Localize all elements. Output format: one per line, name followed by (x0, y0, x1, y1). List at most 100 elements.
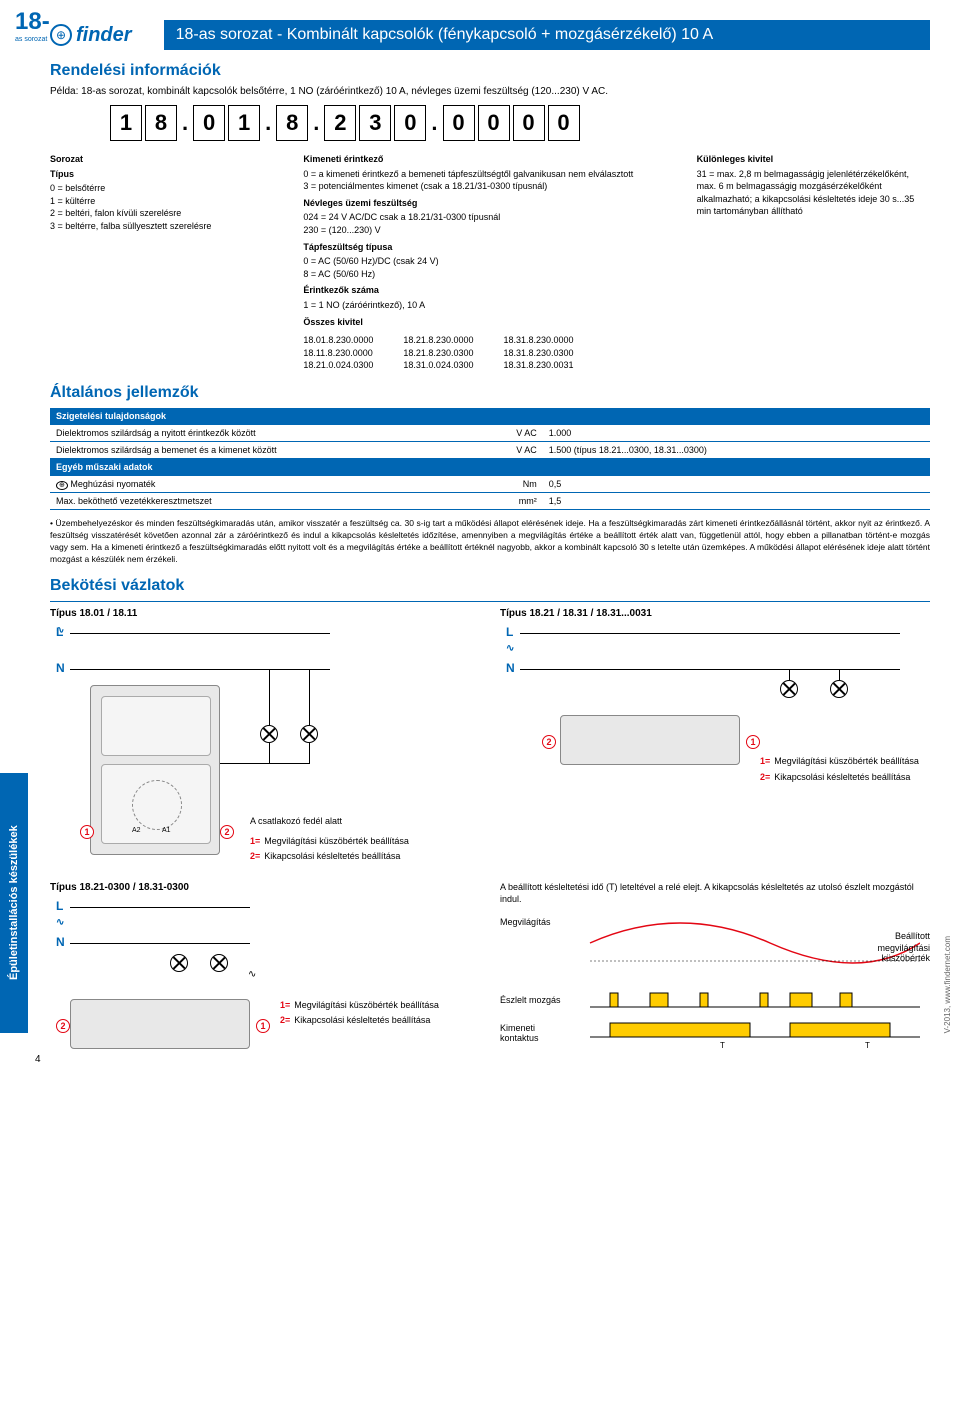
table-h1: Szigetelési tulajdonságok (50, 408, 930, 425)
r2-label: Dielektromos szilárdság a bemenet és a k… (50, 441, 472, 458)
num-2: 2 (542, 735, 556, 749)
N-label: N (506, 661, 515, 675)
r2-val: 1.500 (típus 18.21...0300, 18.31...0300) (543, 441, 930, 458)
note-text: Üzembehelyezéskor és minden feszültségki… (50, 518, 930, 566)
part: 18.01.8.230.0000 (303, 334, 373, 347)
table-row: Dielektromos szilárdság a bemenet és a k… (50, 441, 930, 458)
r4-unit: mm² (472, 492, 542, 509)
code-digit: 0 (394, 105, 426, 141)
col-right: Különleges kivitel 31 = max. 2,8 m belma… (697, 153, 930, 372)
timing-section: A beállított késleltetési idő (T) letelt… (500, 882, 930, 1053)
num-2: 2 (220, 825, 234, 839)
side-tab: Épületinstallációs készülékek (0, 773, 28, 1033)
part-list: 18.01.8.230.0000 18.11.8.230.0000 18.21.… (303, 334, 676, 372)
r3-val: 0,5 (543, 475, 930, 492)
timing-diagram: T T Megvilágítás Beállított megvilágítás… (500, 913, 930, 1053)
header-row: ⊕ finder 18-as sorozat - Kombinált kapcs… (50, 20, 930, 50)
tf8: 8 = AC (50/60 Hz) (303, 268, 676, 281)
page: 18- as sorozat ⊕ finder 18-as sorozat - … (0, 0, 960, 1073)
k3: 3 = potenciálmentes kimenet (csak a 18.2… (303, 180, 676, 193)
wiring-row-top: Típus 18.01 / 18.11 L ∿ N 1 2 A2 A1 (50, 601, 930, 866)
n230: 230 = (120...230) V (303, 224, 676, 237)
L-label: L (56, 899, 63, 913)
diagram-1: L ∿ N 1 2 A2 A1 (50, 625, 480, 885)
part: 18.31.8.230.0000 (503, 334, 573, 347)
sorozat-label: Sorozat (50, 153, 283, 166)
r1-val: 1.000 (543, 424, 930, 441)
k31: 31 = max. 2,8 m belmagasságig jelenlétér… (697, 168, 930, 218)
part: 18.31.0.024.0300 (403, 359, 473, 372)
example-text: Példa: 18-as sorozat, kombinált kapcsoló… (50, 86, 930, 97)
r1-unit: V AC (472, 424, 542, 441)
num-1: 1 (256, 1019, 270, 1033)
num-1: 1 (746, 735, 760, 749)
L-label: L (506, 625, 513, 639)
r2-unit: V AC (472, 441, 542, 458)
r4-label: Max. beköthető vezetékkeresztmetszet (50, 492, 472, 509)
code-digit: 1 (228, 105, 260, 141)
type-3: 3 = beltérre, falba süllyesztett szerelé… (50, 220, 283, 233)
n024: 024 = 24 V AC/DC csak a 18.21/31-0300 tí… (303, 211, 676, 224)
r1-label: Dielektromos szilárdság a nyitott érintk… (50, 424, 472, 441)
a1-label: A1 (162, 827, 171, 834)
ac-icon: ∿ (56, 625, 64, 636)
general-title: Általános jellemzők (50, 384, 930, 402)
code-dot: . (313, 110, 319, 136)
code-dot: . (431, 110, 437, 136)
part: 18.31.8.230.0300 (503, 347, 573, 360)
e1: 1 = 1 NO (záróérintkező), 10 A (303, 299, 676, 312)
product-code: 1 8 . 0 1 . 8 . 2 3 0 . 0 0 0 0 (110, 105, 930, 141)
a2-label: A2 (132, 827, 141, 834)
code-digit: 0 (443, 105, 475, 141)
svg-text:T: T (865, 1041, 870, 1050)
eszlelt-label: Észlelt mozgás (500, 995, 561, 1005)
part: 18.11.8.230.0000 (303, 347, 373, 360)
erintk-label: Érintkezők száma (303, 284, 676, 297)
type-0: 0 = belsőtérre (50, 182, 283, 195)
logo: ⊕ finder (50, 24, 132, 47)
part: 18.31.8.230.0031 (503, 359, 573, 372)
part: 18.21.0.024.0300 (303, 359, 373, 372)
N-label: N (56, 661, 65, 675)
code-digit: 0 (513, 105, 545, 141)
table-row: ⊕ Meghúzási nyomaték Nm 0,5 (50, 475, 930, 492)
page-number: 4 (35, 1054, 41, 1065)
tipus-label: Típus (50, 168, 283, 181)
svg-text:T: T (720, 1041, 725, 1050)
footer-right: V-2013, www.findernet.com (943, 936, 952, 1033)
r3-label: Meghúzási nyomaték (70, 479, 155, 489)
code-digit: 0 (193, 105, 225, 141)
tapfesz-label: Tápfeszültség típusa (303, 241, 676, 254)
megvil-label: Megvilágítás (500, 917, 551, 927)
k0: 0 = a kimeneti érintkező a bemeneti tápf… (303, 168, 676, 181)
diagram-2: L ∿ N 2 1 (500, 625, 930, 775)
megvil-kuszob-label: megvilágítási küszöbérték (860, 943, 930, 963)
kimeneti-label: Kimeneti kontaktus (500, 1023, 560, 1043)
N-label: N (56, 935, 65, 949)
order-info-title: Rendelési információk (50, 62, 930, 80)
code-digit: 0 (548, 105, 580, 141)
logo-text: finder (76, 24, 132, 47)
kimeneti-label: Kimeneti érintkező (303, 153, 676, 166)
col-middle: Kimeneti érintkező 0 = a kimeneti érintk… (303, 153, 676, 372)
table-row: Dielektromos szilárdság a nyitott érintk… (50, 424, 930, 441)
wiring-left: Típus 18.01 / 18.11 L ∿ N 1 2 A2 A1 (50, 608, 480, 866)
osszes-label: Összes kivitel (303, 316, 676, 329)
wiring-right: Típus 18.21 / 18.31 / 18.31...0031 L ∿ N… (500, 608, 930, 866)
code-digit: 1 (110, 105, 142, 141)
nevleges-label: Névleges üzemi feszültség (303, 197, 676, 210)
timing-note: A beállított késleltetési idő (T) letelt… (500, 882, 930, 905)
series-number: 18- (15, 8, 50, 36)
table-h2: Egyéb műszaki adatok (50, 458, 930, 475)
code-dot: . (182, 110, 188, 136)
part: 18.21.8.230.0300 (403, 347, 473, 360)
table-row: Max. beköthető vezetékkeresztmetszet mm²… (50, 492, 930, 509)
series-sub: as sorozat (15, 36, 47, 43)
type2-title: Típus 18.21 / 18.31 / 18.31...0031 (500, 608, 930, 619)
header-bar: 18-as sorozat - Kombinált kapcsolók (fén… (164, 20, 930, 50)
ac-icon: ∿ (506, 643, 514, 654)
num-2: 2 (56, 1019, 70, 1033)
code-digit: 8 (145, 105, 177, 141)
diagram-3: L ∿ N ∿ 2 1 (50, 899, 480, 1059)
col-left: Sorozat Típus 0 = belsőtérre 1 = kültérr… (50, 153, 283, 372)
